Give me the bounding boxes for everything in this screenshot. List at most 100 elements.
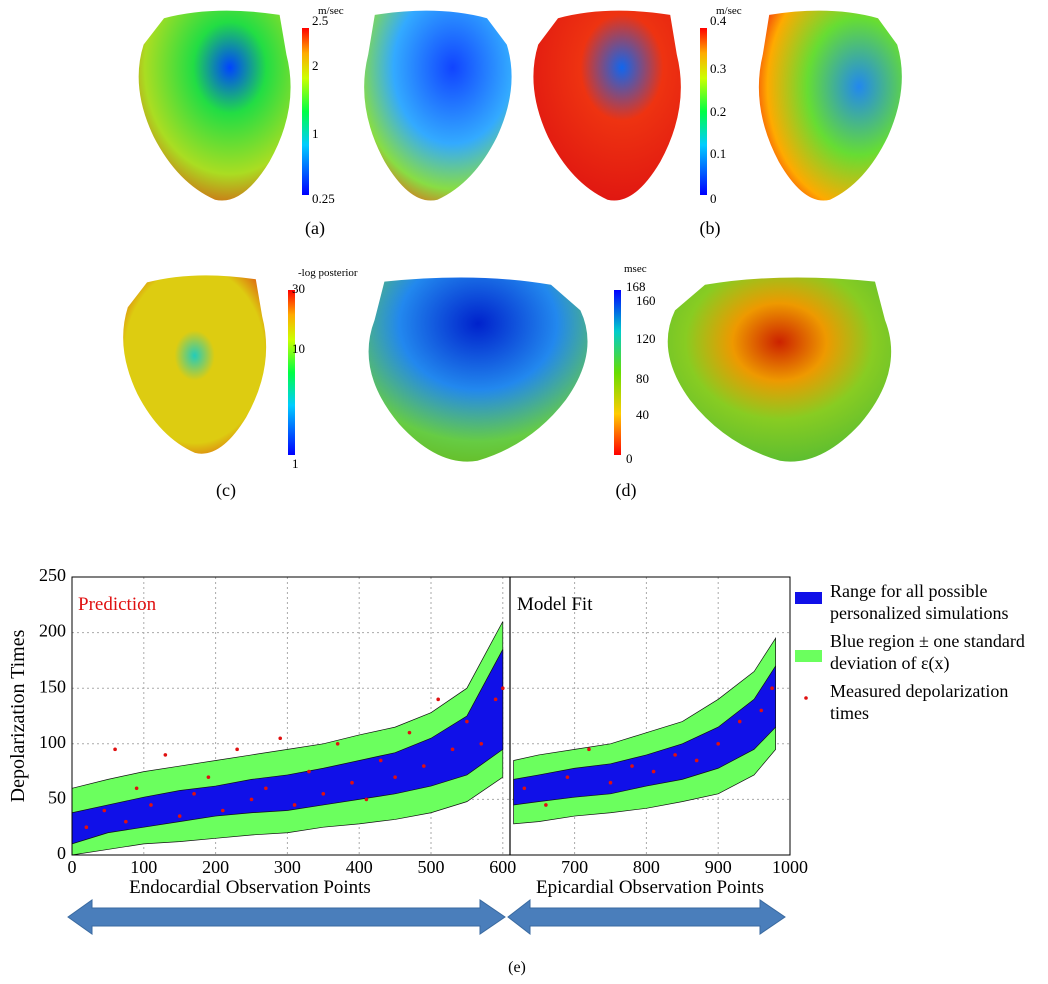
measured-point: [544, 803, 548, 807]
measured-point: [335, 742, 340, 746]
x-tick-label: 700: [561, 857, 588, 877]
colorbar-tick-label: 0.4: [710, 13, 727, 28]
measured-point: [436, 697, 440, 702]
y-tick-label: 100: [39, 732, 66, 752]
y-axis-label: Depolarization Times: [7, 629, 29, 802]
colorbar-tick-label: 0.25: [312, 191, 335, 206]
colorbar-tick-label: 0: [710, 191, 717, 206]
measured-point: [235, 747, 239, 752]
colorbar-tick-label: 10: [292, 341, 305, 356]
colorbar-tick-label: 0.3: [710, 61, 726, 76]
measured-point: [422, 764, 426, 768]
colorbar-tick-label: 0.2: [710, 104, 726, 119]
y-tick-label: 250: [39, 565, 66, 585]
panel-caption: (b): [700, 218, 721, 239]
colorbar-tick-label: 40: [636, 407, 649, 422]
x-tick-label: 800: [633, 857, 660, 877]
legend-swatch: [795, 650, 822, 662]
measured-point: [278, 736, 283, 741]
measured-point: [134, 786, 139, 791]
measured-point: [307, 769, 311, 774]
x-tick-label: 1000: [772, 857, 808, 877]
panel-caption: (e): [508, 959, 526, 976]
measured-point: [501, 686, 505, 690]
colorbar-tick-label: 0.1: [710, 146, 726, 161]
band-area: [71, 649, 504, 845]
region-arrows: [67, 898, 786, 936]
legend-swatch: [804, 696, 808, 700]
measured-point: [220, 808, 225, 813]
colorbar-unit: -log posterior: [298, 267, 358, 279]
measured-point: [206, 775, 211, 779]
measured-point: [407, 730, 412, 735]
colorbar-tick-label: 2.5: [312, 13, 328, 28]
measured-point: [479, 742, 484, 746]
colorbar: [700, 28, 707, 195]
colorbar-tick-label: 1: [292, 456, 299, 471]
measured-point: [393, 775, 397, 779]
annotation: Prediction: [78, 594, 157, 615]
measured-point: [694, 758, 699, 763]
measured-point: [113, 747, 117, 752]
colorbar: [302, 28, 309, 195]
measured-point: [350, 780, 354, 785]
x-tick-label: 300: [274, 857, 301, 877]
legend-swatch: [795, 592, 822, 604]
measured-point: [587, 747, 591, 752]
colorbar-unit: msec: [624, 263, 647, 275]
colorbar: [288, 290, 295, 455]
x-tick-label: 500: [418, 857, 445, 877]
x-tick-label: 0: [68, 857, 77, 877]
y-tick-label: 0: [57, 843, 66, 863]
measured-point: [177, 814, 182, 818]
measured-point: [522, 786, 527, 791]
y-tick-label: 200: [39, 621, 66, 641]
colorbar-tick-label: 120: [636, 331, 656, 346]
measured-point: [493, 697, 498, 702]
measured-point: [737, 719, 742, 724]
colorbar-tick-label: 160: [636, 293, 656, 308]
measured-point: [673, 753, 677, 757]
colorbar: [614, 290, 621, 455]
measured-point: [759, 708, 764, 713]
heart-render: [123, 10, 902, 462]
measured-point: [716, 742, 720, 746]
legend-label: Range for all possible personalized simu…: [830, 581, 1009, 623]
x-region-label: Epicardial Observation Points: [536, 877, 764, 898]
x-region-label: Endocardial Observation Points: [129, 877, 371, 898]
measured-point: [630, 764, 634, 768]
colorbar-unit: m/sec: [716, 5, 742, 17]
y-tick-label: 50: [48, 788, 66, 808]
plot-frame: [71, 576, 791, 856]
x-tick-label: 100: [130, 857, 157, 877]
colorbar-tick-label: 2: [312, 58, 319, 73]
x-tick-label: 900: [705, 857, 732, 877]
measured-point: [124, 819, 128, 824]
legend-label: Measured depolarization times: [830, 681, 1009, 723]
measured-point: [608, 780, 613, 785]
measured-point: [364, 797, 369, 802]
measured-point: [292, 803, 297, 807]
measured-point: [378, 758, 383, 763]
annotation: Model Fit: [517, 594, 593, 615]
y-tick-label: 150: [39, 676, 66, 696]
measured-point: [84, 825, 89, 829]
measured-point: [321, 792, 326, 796]
panel-caption: (d): [616, 480, 637, 501]
colorbar-tick-label: 0: [626, 451, 633, 466]
measured-point: [102, 808, 107, 813]
measured-point: [565, 775, 570, 779]
colorbar-tick-label: 30: [292, 281, 305, 296]
measured-point: [192, 792, 196, 796]
colorbar-tick-label: 168: [626, 279, 646, 294]
panel-caption: (c): [216, 480, 236, 501]
colorbar-unit: m/sec: [318, 5, 344, 17]
measured-point: [149, 803, 153, 807]
measured-point: [770, 686, 774, 690]
colorbar-tick-label: 80: [636, 371, 649, 386]
measured-point: [249, 797, 254, 802]
legend-label: Blue region ± one standard deviation of …: [830, 631, 1025, 673]
measured-point: [450, 747, 455, 752]
